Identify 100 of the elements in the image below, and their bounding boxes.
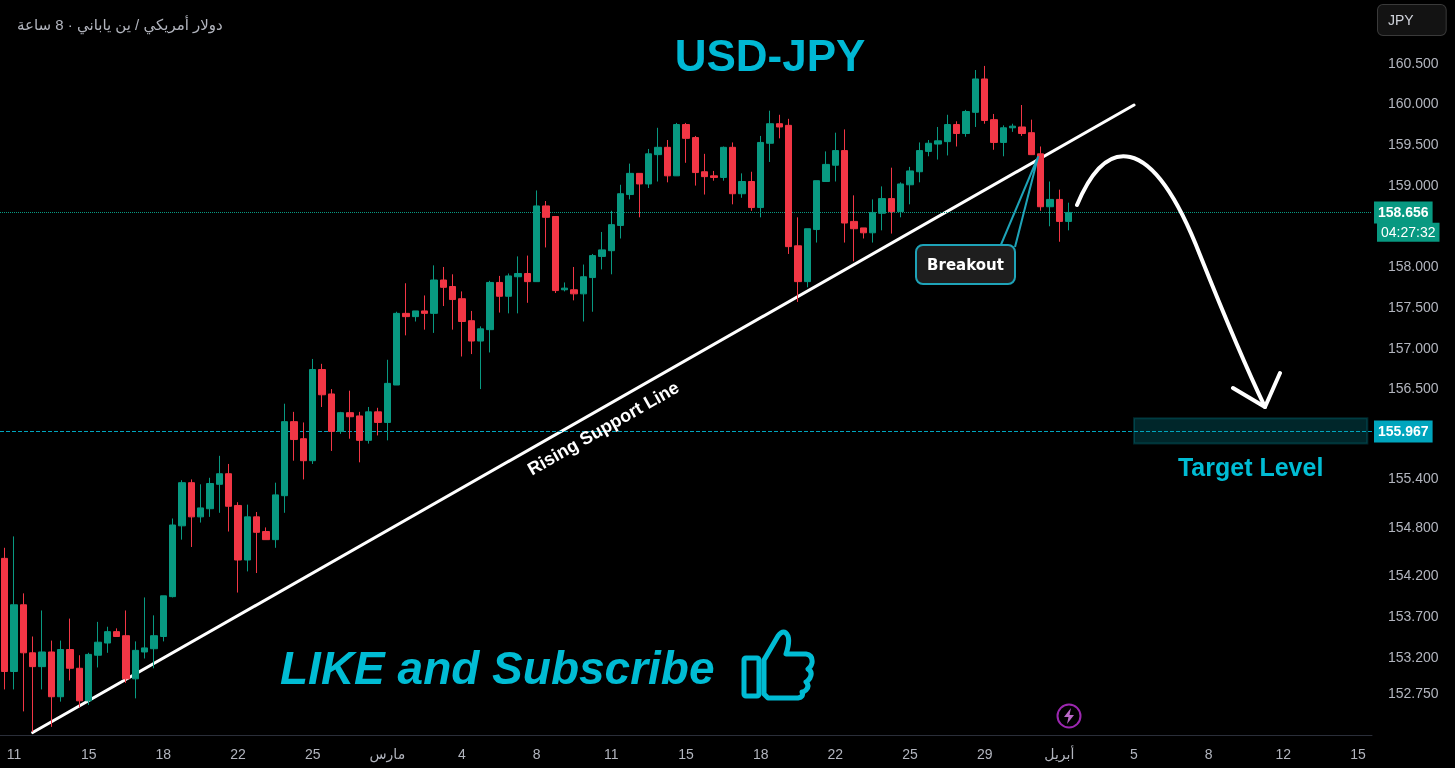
x-tick-label: 25 [304,746,321,762]
candlestick [1009,123,1016,133]
candlestick [944,114,951,156]
x-tick-label: 8 [1204,746,1213,762]
candlestick [169,517,176,598]
candlestick [309,358,316,465]
candlestick [356,411,363,463]
candlestick [458,290,466,358]
candlestick [738,172,746,199]
candlestick [925,139,932,157]
candlestick [552,216,559,294]
ref-line-label: 155.967 [1378,423,1429,440]
candlestick [785,118,792,255]
candlestick [1000,124,1007,157]
candlestick [682,122,690,164]
candlestick [48,640,55,728]
candlestick [57,640,64,703]
candlestick [393,311,400,386]
candlestick [710,170,718,182]
candlestick [468,310,475,355]
candlestick [430,264,438,334]
y-tick-label: 157.500 [1388,298,1439,315]
candlestick [38,609,46,690]
candlestick [85,652,92,706]
candlestick [664,139,671,183]
candlestick [934,126,942,161]
candlestick [570,266,578,301]
candlestick [421,294,428,331]
candlestick [850,194,858,262]
x-tick-label: 18 [752,746,769,762]
y-tick-label: 154.800 [1388,518,1439,535]
text: دولار أمريكي / ين ياباني · 8 ساعة [17,15,223,35]
y-tick-label: 160.000 [1388,95,1439,112]
candlestick [197,483,204,524]
candlestick [561,281,568,292]
candlestick [122,609,130,684]
y-tick-label: 152.750 [1388,685,1439,702]
candlestick [748,171,755,212]
x-tick-label: 15 [678,746,694,762]
candlestick [449,273,456,331]
candlestick [972,69,979,128]
candlestick [346,390,354,440]
y-tick-label: 157.000 [1388,339,1439,356]
x-tick-label: أبريل [1044,745,1075,763]
candlestick [486,280,494,353]
candlestick [1,547,8,690]
x-tick-label: 22 [827,746,844,762]
candlestick [673,122,680,177]
candlestick [141,596,148,659]
candlestick [272,482,279,549]
x-tick-label: 15 [1350,746,1366,762]
candlestick [776,114,783,139]
candlestick [729,141,736,205]
candlestick [524,255,531,304]
candlestick [262,526,270,541]
candlestick [1028,119,1035,156]
y-tick-label: 156.500 [1388,380,1439,397]
candlestick [1037,146,1044,212]
candlestick [412,310,419,323]
x-tick-label: 29 [976,746,993,762]
candlestick [626,163,634,200]
x-tick-label: 25 [902,746,918,762]
candlestick [514,255,522,314]
candlestick [888,167,895,235]
candlestick [832,132,839,183]
candlestick [281,403,288,514]
candlestick [290,411,298,462]
candlestick [440,266,447,307]
candlestick [654,127,662,183]
x-tick-label: 5 [1130,746,1139,762]
candlestick [804,228,811,288]
candlestick [206,477,214,518]
x-tick-label: 4 [458,746,467,762]
candlestick [916,141,923,183]
y-tick-label: 160.500 [1388,54,1439,71]
y-tick-label: 154.200 [1388,567,1439,584]
candlestick [300,421,307,480]
candlestick [496,275,503,314]
candlestick [160,595,167,642]
candlestick [365,406,372,445]
text: 04:27:32 [1381,223,1436,240]
candlestick [94,621,102,668]
y-tick-label: 159.500 [1388,136,1439,153]
x-tick-label: 12 [1275,746,1292,762]
candlestick [822,150,830,183]
candlestick [981,65,988,125]
candlestick [328,388,335,452]
candlestick [188,478,195,548]
candlestick [318,363,326,408]
candlestick [720,146,727,182]
candlestick [66,618,74,681]
candlestick [990,113,998,151]
candlestick [29,636,36,733]
candlestick [1056,189,1063,243]
candlestick [10,535,18,690]
candlestick [113,627,120,638]
candlestick [178,479,186,541]
annotation: LIKE and Subscribe [280,642,715,694]
candlestick [234,501,242,594]
x-tick-label: 11 [6,746,22,762]
